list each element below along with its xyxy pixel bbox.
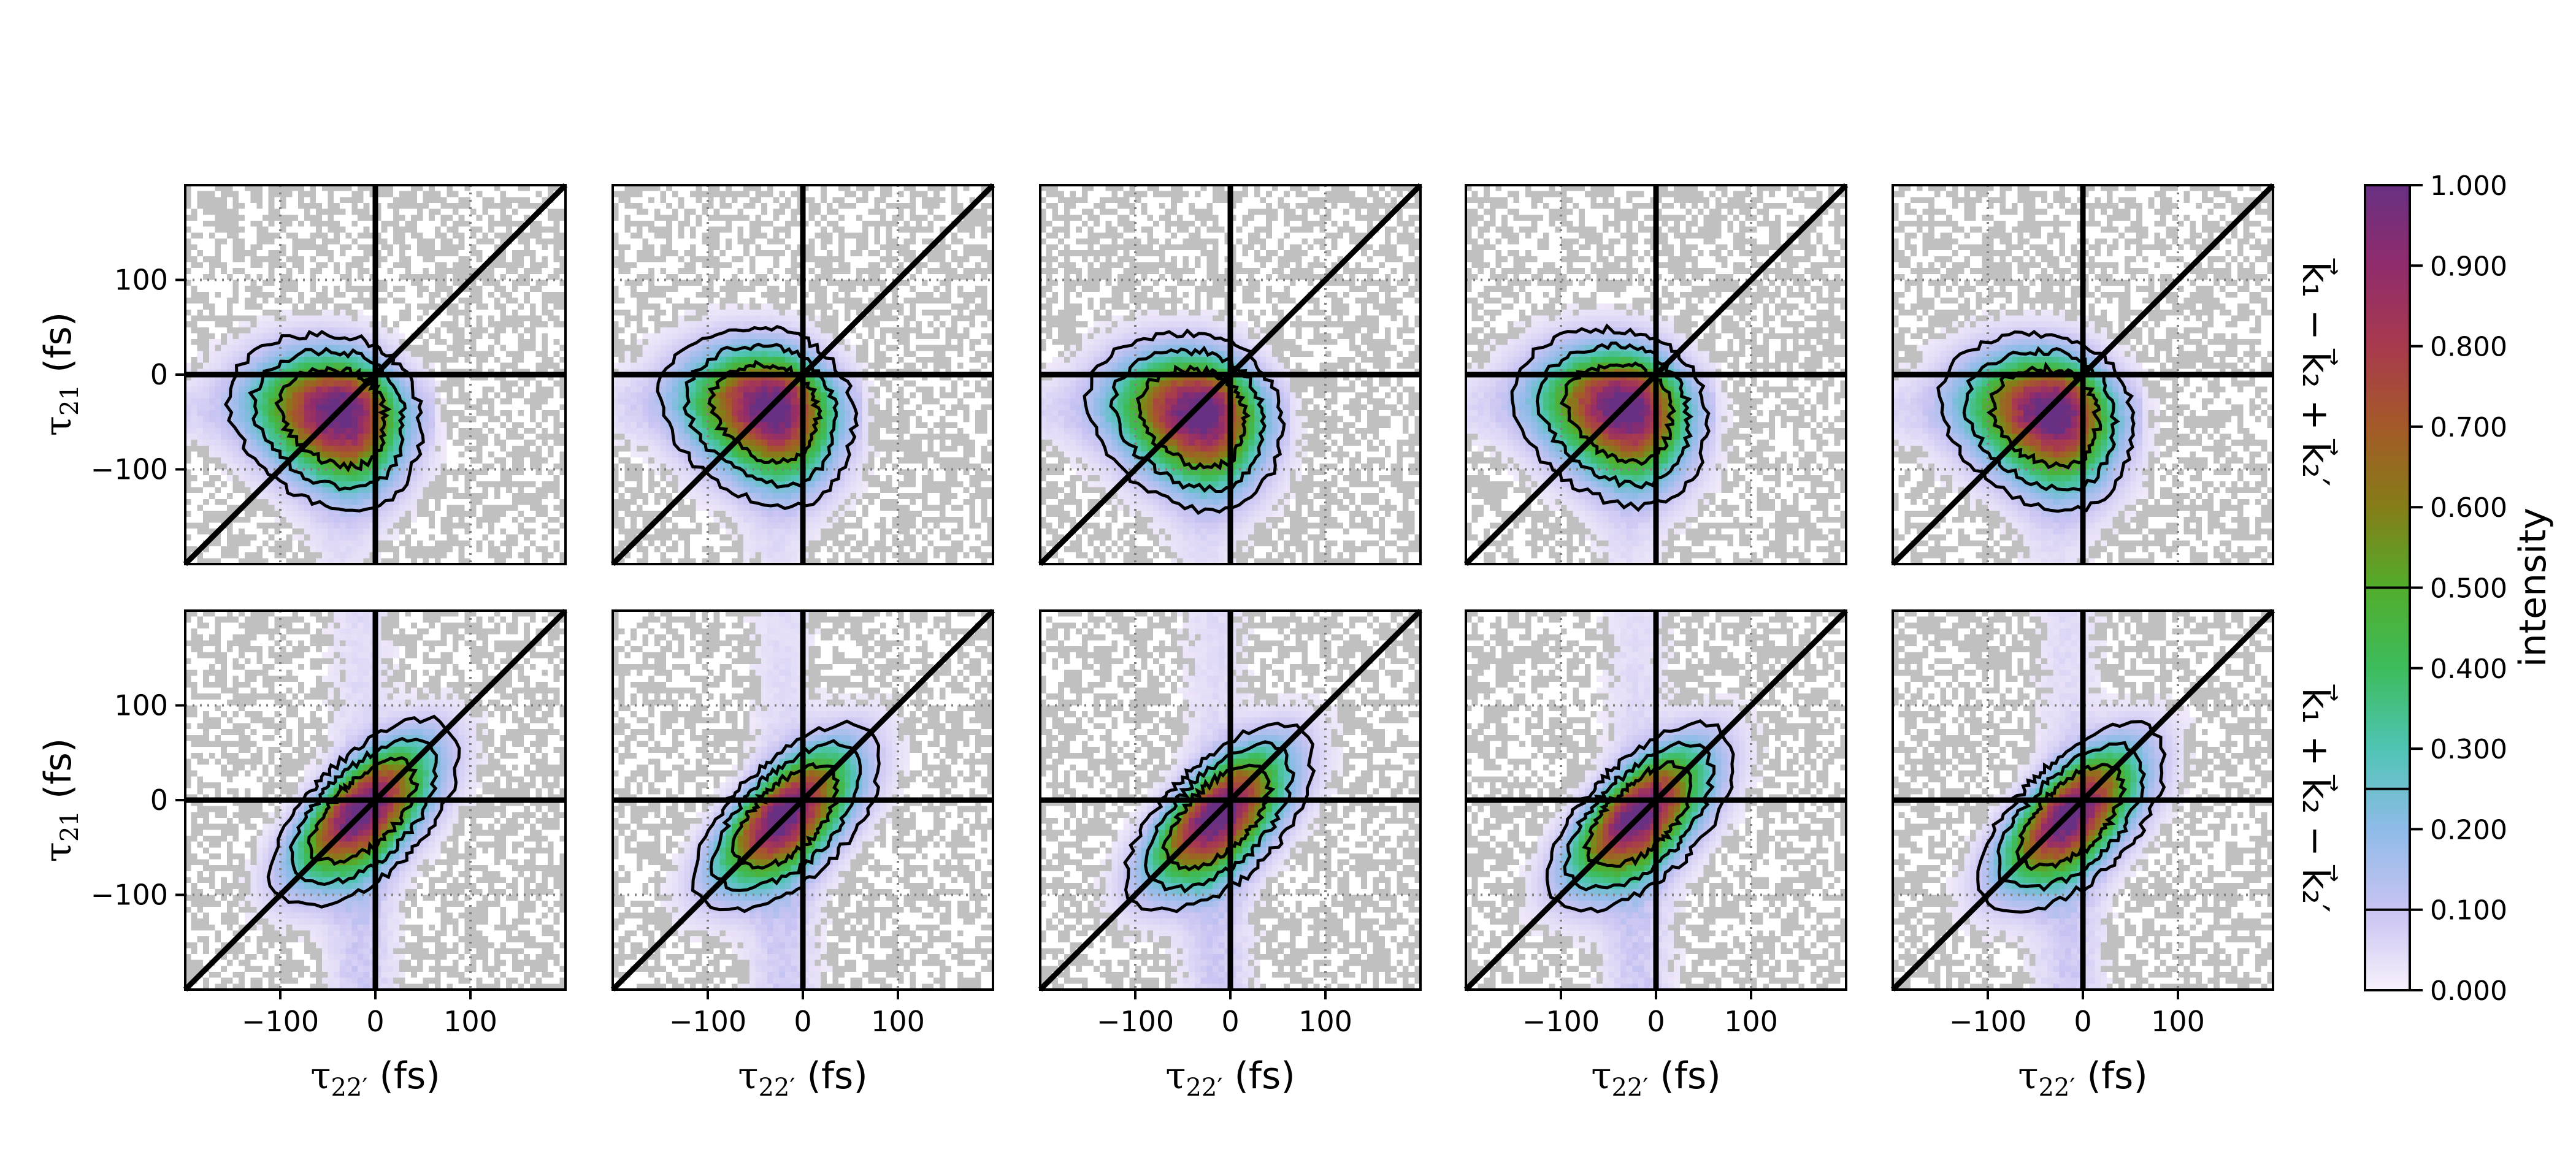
x-tick-label: 0: [1221, 1005, 1239, 1038]
y-tick-label: −100: [91, 453, 168, 486]
x-tick-label: 0: [366, 1005, 384, 1038]
reference-line-diagonal: [183, 183, 568, 567]
reference-line-diagonal: [1890, 183, 2275, 567]
reference-line-diagonal: [1038, 183, 1423, 567]
x-axis-label: τ22′ (fs): [2018, 1055, 2147, 1102]
reference-line-diagonal: [183, 608, 568, 992]
x-tick-label: −100: [242, 1005, 319, 1038]
colorbar-tick-label: 0.300: [2430, 734, 2507, 765]
colorbar-tick-label: 0.600: [2430, 492, 2507, 524]
colorbar-tick-label: 0.500: [2430, 573, 2507, 605]
x-tick-label: −100: [669, 1005, 746, 1038]
colorbar-tick-label: 0.700: [2430, 412, 2507, 443]
y-axis-label-row1: τ21 (fs): [37, 312, 84, 436]
colorbar-tick-label: 0.100: [2430, 895, 2507, 926]
contour-0.25: [709, 739, 862, 892]
x-tick-label: 100: [871, 1005, 925, 1038]
x-axis-label: τ22′ (fs): [310, 1055, 440, 1102]
panel-frame: [611, 184, 994, 565]
x-tick-label: 0: [2074, 1005, 2091, 1038]
x-axis-label: τ22′ (fs): [1591, 1055, 1720, 1102]
contour-0.1: [1976, 720, 2167, 914]
panel-r1-c2: [610, 183, 995, 567]
colorbar-tick-label: 0.800: [2430, 332, 2507, 363]
row-label-top: k⃗₁ − k⃗₂ + k⃗₂′: [2294, 258, 2338, 487]
reference-line-diagonal: [610, 183, 995, 567]
x-tick-label: −100: [1097, 1005, 1174, 1038]
panel-frame: [1465, 184, 1847, 565]
x-axis-label: τ22′ (fs): [738, 1055, 867, 1102]
reference-line-diagonal: [1463, 608, 1849, 992]
colorbar-tick-label: 0.200: [2430, 814, 2507, 845]
reference-line-diagonal: [1463, 183, 1849, 567]
panel-r1-c4: [1463, 183, 1849, 567]
x-tick-label: 100: [2151, 1005, 2205, 1038]
reference-line-diagonal: [1038, 608, 1423, 992]
contour-0.1: [1083, 328, 1286, 516]
contour-0.5: [307, 756, 420, 866]
contour-0.25: [1563, 740, 1715, 891]
x-tick-label: 0: [794, 1005, 811, 1038]
x-tick-label: 100: [443, 1005, 497, 1038]
colorbar-tick-label: 0.900: [2430, 251, 2507, 282]
contour-0.25: [288, 736, 439, 887]
y-tick-label: 0: [150, 358, 168, 391]
x-tick-label: 0: [1647, 1005, 1665, 1038]
panel-frame: [1892, 184, 2274, 565]
contour-0.1: [691, 719, 881, 914]
x-tick-label: −100: [1522, 1005, 1600, 1038]
panel-r1-c5: [1890, 183, 2275, 567]
reference-line-diagonal: [610, 608, 995, 992]
y-tick-label: 100: [114, 264, 168, 297]
contour-0.1: [656, 324, 859, 510]
contour-0.1: [1936, 329, 2136, 513]
contour-0.1: [223, 330, 425, 513]
contour-0.5: [2015, 763, 2127, 871]
y-tick-label: 0: [150, 784, 168, 817]
x-tick-label: −100: [1949, 1005, 2026, 1038]
panel-r1-c3: [1038, 183, 1423, 567]
contour-0.5: [274, 365, 392, 473]
contour-0.25: [1996, 741, 2147, 892]
contour-0.1: [266, 714, 461, 909]
contour-0.25: [247, 346, 407, 492]
colorbar-label: intensity: [2512, 508, 2555, 667]
colorbar-tick-label: 0.000: [2430, 975, 2507, 1007]
y-tick-label: 100: [114, 689, 168, 722]
contour-0.25: [1144, 740, 1295, 894]
colorbar-tick-label: 0.400: [2430, 654, 2507, 685]
contour-0.1: [1545, 719, 1735, 914]
contour-0.1: [1123, 721, 1316, 914]
contour-0.5: [1161, 763, 1276, 872]
row-label-bottom: k⃗₁ + k⃗₂ − k⃗₂′: [2294, 684, 2338, 913]
contour-0.1: [1510, 323, 1711, 512]
y-tick-label: −100: [91, 879, 168, 912]
colorbar: 0.000 0.100 0.200 0.300 0.400 0.500 0.600 0.700…: [2364, 170, 2555, 1007]
reference-line-diagonal: [1890, 608, 2275, 992]
x-tick-label: 100: [1724, 1005, 1778, 1038]
panel-r1-c1: −100 0 100: [91, 183, 568, 567]
colorbar-tick-label: 1.000: [2430, 170, 2507, 202]
panel-frame: [1039, 184, 1422, 565]
y-axis-label-row2: τ21 (fs): [37, 738, 84, 862]
x-axis-label: τ22′ (fs): [1165, 1055, 1295, 1102]
x-tick-label: 100: [1298, 1005, 1352, 1038]
